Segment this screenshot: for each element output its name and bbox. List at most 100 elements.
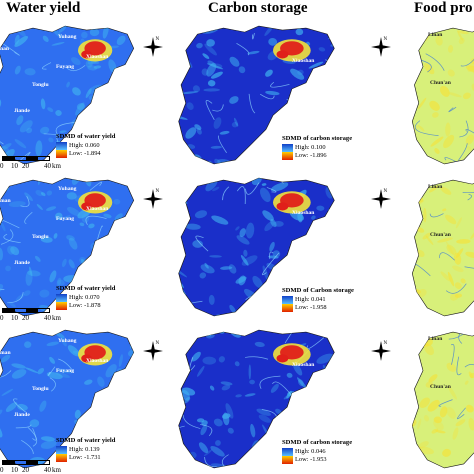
legend-high-swatch [56, 445, 67, 454]
legend-high: High: 0.041 [282, 296, 354, 304]
map-grid: Yuhang Xiaoshan Fuyang Tonglu Jiande nan Xiaos… [0, 20, 474, 474]
legend-low: Low: -1.896 [282, 152, 352, 160]
map-panel-food-3 [400, 324, 474, 472]
legend-low-value: Low: -1.958 [295, 303, 327, 311]
food-production-header: Food pro [414, 0, 473, 16]
place-label: Chun'an [430, 80, 451, 86]
map-legend: SDMD of carbon storage High: 0.100 Low: -1… [282, 135, 353, 160]
map-legend: SDMD of carbon storage High: 0.046 Low: -1… [282, 439, 353, 464]
region-map [411, 330, 474, 469]
map-panel-food-1 [400, 20, 474, 168]
scale-bar: 0 10 20 40 km [0, 156, 61, 170]
legend-low: Low: -1.878 [56, 302, 115, 310]
place-label: Tonglu [32, 386, 49, 392]
map-panel-carbon_storage-3 [168, 324, 368, 472]
place-label: Linan [428, 184, 443, 190]
place-label: Fuyang [56, 216, 75, 222]
place-label: Xiaoshan [292, 210, 315, 216]
scale-tick: 40 [44, 314, 51, 322]
place-label: man [0, 198, 11, 204]
place-label: Xiaoshan [292, 362, 315, 368]
scale-tick: 10 [11, 162, 18, 170]
north-label: N [156, 189, 160, 194]
north-arrow-icon: N [140, 186, 166, 217]
scale-unit: km [52, 466, 61, 474]
legend-high-value: High: 0.060 [69, 141, 100, 149]
region-map [178, 329, 335, 469]
region-fill [411, 27, 474, 165]
legend-low-value: Low: -1.878 [69, 301, 101, 309]
legend-low-value: Low: -1.894 [69, 149, 101, 157]
legend-high-swatch [56, 141, 67, 150]
region-map [411, 26, 474, 165]
north-label: N [384, 341, 388, 346]
place-label: Tonglu [32, 234, 49, 240]
scale-bar: 0 10 20 40 km [0, 460, 61, 474]
place-label: Xiaoshan [86, 358, 109, 364]
legend-title: SDMD of carbon storage [282, 135, 353, 142]
north-arrow-icon: N [140, 338, 166, 369]
north-label: N [384, 37, 388, 42]
legend-high: High: 0.139 [56, 446, 115, 454]
region-fill [411, 331, 474, 469]
place-label: man [0, 350, 11, 356]
legend-high: High: 0.070 [56, 294, 115, 302]
place-label: Linan [428, 336, 443, 342]
place-label: Tonglu [32, 82, 49, 88]
scale-unit: km [52, 162, 61, 170]
scale-tick: 20 [22, 314, 29, 322]
legend-low-swatch [56, 301, 67, 310]
legend-high-swatch [56, 293, 67, 302]
legend-low-value: Low: -1.731 [69, 453, 101, 461]
legend-low-swatch [282, 455, 293, 464]
region-map [411, 178, 474, 317]
map-panel-food-2 [400, 172, 474, 320]
legend-low: Low: -1.958 [282, 304, 354, 312]
place-label: Linan [428, 32, 443, 38]
legend-low: Low: -1.894 [56, 150, 115, 158]
map-panel-water_yield-3 [0, 324, 140, 472]
scale-tick: 0 [0, 466, 4, 474]
legend-low: Low: -1.731 [56, 454, 115, 462]
map-legend: SDMD of water yield High: 0.139 Low: -1.73… [56, 437, 116, 462]
north-label: N [156, 37, 160, 42]
legend-title: SDMD of water yield [56, 437, 116, 444]
scale-tick: 0 [0, 162, 4, 170]
region-fill [411, 179, 474, 317]
scale-tick: 40 [44, 466, 51, 474]
legend-title: SDMD of carbon storage [282, 439, 353, 446]
place-label: Yuhang [58, 186, 77, 192]
place-label: Chun'an [430, 232, 451, 238]
place-label: Xiaoshan [86, 206, 109, 212]
legend-low-value: Low: -1.953 [295, 455, 327, 463]
place-label: Yuhang [58, 34, 77, 40]
map-panel-water_yield-2 [0, 172, 140, 320]
legend-low: Low: -1.953 [282, 456, 352, 464]
place-label: Xiaoshan [86, 54, 109, 60]
water-yield-header: Water yield [6, 0, 81, 16]
scale-tick: 40 [44, 162, 51, 170]
north-label: N [156, 341, 160, 346]
map-panel-water_yield-1 [0, 20, 140, 168]
legend-title: SDMD of Carbon storage [282, 287, 354, 294]
place-label: nan [0, 46, 10, 52]
map-panel-carbon_storage-1 [168, 20, 368, 168]
place-label: Fuyang [56, 64, 75, 70]
map-legend: SDMD of Carbon storage High: 0.041 Low: -1… [282, 287, 354, 312]
place-label: Chun'an [430, 384, 451, 390]
legend-high-value: High: 0.100 [295, 143, 326, 151]
north-arrow-icon: N [368, 34, 394, 65]
legend-high-swatch [282, 143, 293, 152]
legend-low-swatch [282, 151, 293, 160]
north-arrow-icon: N [368, 186, 394, 217]
legend-high-swatch [282, 447, 293, 456]
map-legend: SDMD of water yield High: 0.060 Low: -1.89… [56, 133, 115, 158]
place-label: Fuyang [56, 368, 75, 374]
carbon-storage-header: Carbon storage [208, 0, 308, 16]
map-legend: SDMD of water yield High: 0.070 Low: -1.87… [56, 285, 115, 310]
place-label: Yuhang [58, 338, 77, 344]
legend-low-swatch [56, 149, 67, 158]
legend-high: High: 0.060 [56, 142, 115, 150]
place-label: Xiaoshan [292, 58, 315, 64]
place-label: Jiande [14, 260, 30, 266]
